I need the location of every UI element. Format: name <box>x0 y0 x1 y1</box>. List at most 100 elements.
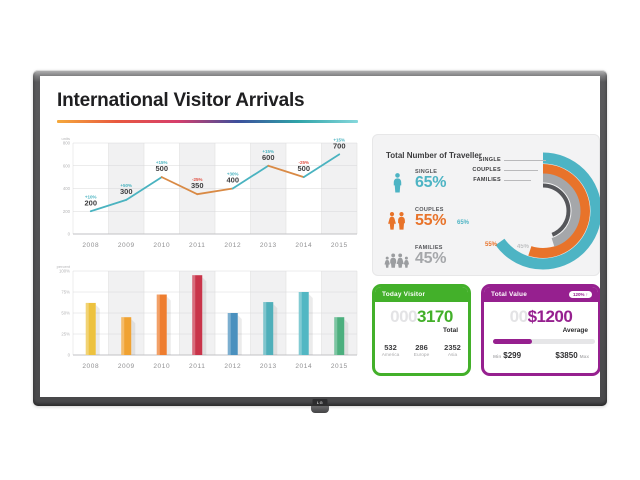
svg-text:2010: 2010 <box>153 363 170 370</box>
today-visitor-header: Today Visitor <box>375 287 468 302</box>
traveler-row-couples: COUPLES 55% <box>383 207 503 241</box>
svg-text:+15%: +15% <box>333 137 345 142</box>
ir-sensor-tab <box>311 406 329 413</box>
svg-text:+15%: +15% <box>156 160 168 165</box>
svg-text:2015: 2015 <box>331 363 348 370</box>
legend-single: SINGLE <box>478 157 501 163</box>
svg-text:25%: 25% <box>61 332 70 337</box>
svg-text:+10%: +10% <box>85 194 97 199</box>
legend-pointer-line <box>504 180 531 181</box>
donut-label-families: 45% <box>517 244 530 250</box>
today-visitor-card: Today Visitor 0003170 Total 532 America … <box>372 284 471 376</box>
svg-text:700: 700 <box>333 141 346 150</box>
min-max-row: Min $299 $3850 Max <box>493 351 589 360</box>
svg-text:+30%: +30% <box>227 172 239 177</box>
svg-text:2009: 2009 <box>118 363 135 370</box>
traveler-pct: 55% <box>415 212 447 229</box>
total-value-counter: 00$1200 <box>484 307 598 327</box>
svg-text:+50%: +50% <box>120 183 132 188</box>
breakdown-europe: 286 Europe <box>413 343 430 358</box>
traveler-label: FAMILIES <box>415 245 443 251</box>
value-progress-fill <box>493 339 532 344</box>
svg-text:2011: 2011 <box>189 363 205 370</box>
svg-text:units: units <box>62 136 70 141</box>
svg-text:600: 600 <box>262 153 275 162</box>
svg-text:75%: 75% <box>61 290 70 295</box>
svg-text:2008: 2008 <box>82 242 99 249</box>
traveler-pct: 65% <box>415 174 447 191</box>
svg-text:2015: 2015 <box>331 242 348 249</box>
svg-text:percent: percent <box>57 264 71 269</box>
traveler-summary-card: Total Number of Traveller SINGLE 65% <box>372 134 600 276</box>
svg-text:2012: 2012 <box>224 242 241 249</box>
min-label: Min <box>493 355 502 360</box>
legend-pointer-line <box>504 170 538 171</box>
average-label: Average <box>562 327 588 334</box>
traveller-donut-chart <box>477 145 600 277</box>
svg-text:2014: 2014 <box>295 242 312 249</box>
couple-icon <box>383 209 411 231</box>
donut-label-single: 65% <box>457 220 470 226</box>
svg-text:2012: 2012 <box>224 363 241 370</box>
counter-leading-zeros: 00 <box>509 307 528 326</box>
lg-logo: LG <box>312 399 328 405</box>
total-value-title: Total Value <box>491 291 528 298</box>
svg-text:50%: 50% <box>61 311 70 316</box>
traveler-row-families: FAMILIES 45% <box>383 245 503 279</box>
counter-leading-zeros: 000 <box>390 307 418 326</box>
value-progress-track <box>493 339 595 344</box>
svg-text:-25%: -25% <box>298 160 309 165</box>
today-visitor-counter: 0003170 <box>375 307 468 327</box>
traveler-card-title: Total Number of Traveller <box>386 151 482 160</box>
legend-pointer-line <box>504 160 546 161</box>
breakdown-america: 532 America <box>381 343 400 358</box>
today-visitor-title: Today Visitor <box>382 291 426 298</box>
svg-text:300: 300 <box>120 187 133 196</box>
svg-text:2008: 2008 <box>82 363 99 370</box>
breakdown-asia: 2352 Asia <box>444 343 461 358</box>
total-value-header: Total Value 120% ↑ <box>484 287 598 302</box>
counter-value: $1200 <box>527 307 573 326</box>
arrivals-line-chart: units 800 600 400 200 0 200 +10% 300 +50% 500 +15% 3… <box>53 134 361 265</box>
svg-text:2011: 2011 <box>189 242 205 249</box>
max-label: Max <box>579 355 589 360</box>
dashboard-screen: International Visitor Arrivals units 800 6… <box>40 76 600 397</box>
title-accent-bar <box>57 120 358 123</box>
donut-legend: SINGLE COUPLES FAMILIES <box>435 155 501 185</box>
svg-text:0: 0 <box>68 353 71 358</box>
svg-text:100%: 100% <box>59 269 70 274</box>
visitor-breakdown: 532 America 286 Europe 2352 Asia <box>375 343 468 358</box>
family-icon <box>383 247 411 269</box>
svg-text:500: 500 <box>297 164 310 173</box>
svg-text:800: 800 <box>63 141 71 146</box>
counter-value: 3170 <box>417 307 453 326</box>
lg-display-device: International Visitor Arrivals units 800 6… <box>33 70 607 406</box>
total-label: Total <box>442 327 458 334</box>
traveler-label: COUPLES <box>415 207 444 213</box>
legend-couples: COUPLES <box>472 167 501 173</box>
svg-text:200: 200 <box>84 198 97 207</box>
traveler-label: SINGLE <box>415 169 438 175</box>
svg-text:600: 600 <box>63 163 71 168</box>
svg-text:500: 500 <box>155 164 168 173</box>
svg-text:2009: 2009 <box>118 242 135 249</box>
svg-text:-25%: -25% <box>192 177 203 182</box>
growth-badge: 120% ↑ <box>568 291 592 298</box>
svg-text:2014: 2014 <box>295 363 312 370</box>
min-value: $299 <box>503 351 522 360</box>
traveler-pct: 45% <box>415 250 447 267</box>
svg-text:0: 0 <box>68 232 71 237</box>
svg-text:200: 200 <box>63 209 71 214</box>
page-title: International Visitor Arrivals <box>57 90 305 111</box>
arrivals-bar-chart: percent 100% 75% 50% 25% 0 2008 2009 2010 2011 201… <box>53 264 361 387</box>
svg-text:2013: 2013 <box>260 242 277 249</box>
svg-text:2013: 2013 <box>260 363 277 370</box>
svg-text:400: 400 <box>226 176 239 185</box>
total-value-card: Total Value 120% ↑ 00$1200 Average Min $… <box>481 284 600 376</box>
svg-text:400: 400 <box>63 186 71 191</box>
legend-families: FAMILIES <box>473 177 501 183</box>
svg-text:+15%: +15% <box>262 149 274 154</box>
svg-text:2010: 2010 <box>153 242 170 249</box>
traveler-row-single: SINGLE 65% <box>383 169 503 203</box>
